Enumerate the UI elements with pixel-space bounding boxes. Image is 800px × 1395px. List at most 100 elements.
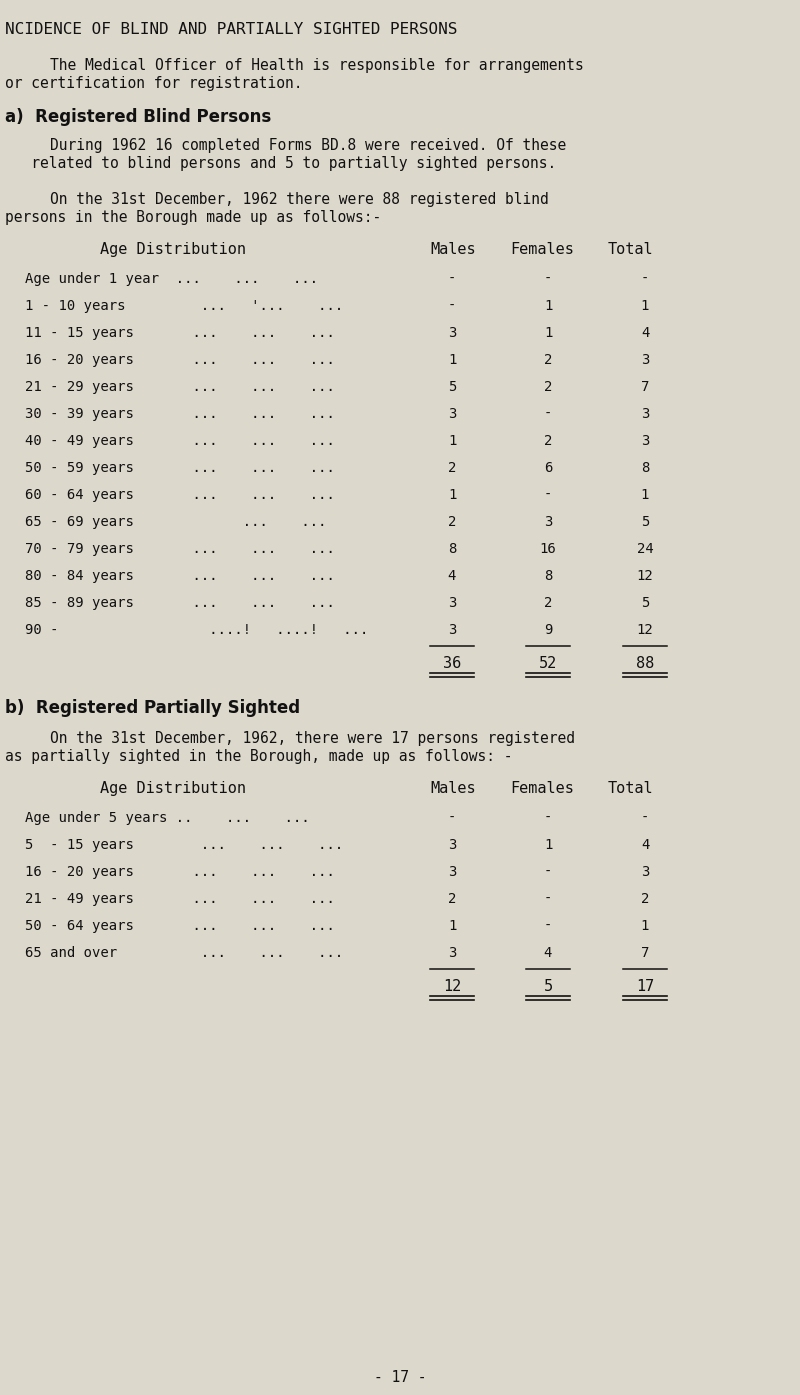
Text: Males: Males (430, 241, 476, 257)
Text: Total: Total (608, 241, 654, 257)
Text: 1: 1 (641, 299, 649, 312)
Text: 5: 5 (641, 596, 649, 610)
Text: Total: Total (608, 781, 654, 797)
Text: Females: Females (510, 781, 574, 797)
Text: 30 - 39 years       ...    ...    ...: 30 - 39 years ... ... ... (25, 407, 335, 421)
Text: 12: 12 (637, 624, 654, 638)
Text: 3: 3 (448, 407, 456, 421)
Text: Age Distribution: Age Distribution (100, 781, 246, 797)
Text: 16 - 20 years       ...    ...    ...: 16 - 20 years ... ... ... (25, 353, 335, 367)
Text: 65 and over          ...    ...    ...: 65 and over ... ... ... (25, 946, 343, 960)
Text: 3: 3 (641, 434, 649, 448)
Text: 2: 2 (544, 596, 552, 610)
Text: 1: 1 (544, 299, 552, 312)
Text: -: - (544, 407, 552, 421)
Text: 16 - 20 years       ...    ...    ...: 16 - 20 years ... ... ... (25, 865, 335, 879)
Text: -: - (544, 891, 552, 905)
Text: 2: 2 (641, 891, 649, 905)
Text: 2: 2 (544, 434, 552, 448)
Text: 3: 3 (448, 946, 456, 960)
Text: 21 - 29 years       ...    ...    ...: 21 - 29 years ... ... ... (25, 379, 335, 393)
Text: 4: 4 (448, 569, 456, 583)
Text: 1: 1 (448, 434, 456, 448)
Text: 3: 3 (448, 596, 456, 610)
Text: 7: 7 (641, 379, 649, 393)
Text: 11 - 15 years       ...    ...    ...: 11 - 15 years ... ... ... (25, 326, 335, 340)
Text: 3: 3 (448, 865, 456, 879)
Text: -: - (544, 865, 552, 879)
Text: 36: 36 (443, 656, 461, 671)
Text: 3: 3 (641, 865, 649, 879)
Text: 17: 17 (636, 979, 654, 995)
Text: or certification for registration.: or certification for registration. (5, 75, 302, 91)
Text: 1: 1 (641, 919, 649, 933)
Text: 5: 5 (543, 979, 553, 995)
Text: During 1962 16 completed Forms BD.8 were received. Of these: During 1962 16 completed Forms BD.8 were… (50, 138, 566, 153)
Text: 1: 1 (641, 488, 649, 502)
Text: On the 31st December, 1962 there were 88 registered blind: On the 31st December, 1962 there were 88… (50, 193, 549, 206)
Text: 60 - 64 years       ...    ...    ...: 60 - 64 years ... ... ... (25, 488, 335, 502)
Text: 50 - 59 years       ...    ...    ...: 50 - 59 years ... ... ... (25, 460, 335, 476)
Text: 3: 3 (544, 515, 552, 529)
Text: 1: 1 (448, 488, 456, 502)
Text: -: - (641, 810, 649, 824)
Text: -: - (641, 272, 649, 286)
Text: NCIDENCE OF BLIND AND PARTIALLY SIGHTED PERSONS: NCIDENCE OF BLIND AND PARTIALLY SIGHTED … (5, 22, 458, 38)
Text: Females: Females (510, 241, 574, 257)
Text: -: - (448, 272, 456, 286)
Text: 40 - 49 years       ...    ...    ...: 40 - 49 years ... ... ... (25, 434, 335, 448)
Text: 4: 4 (641, 838, 649, 852)
Text: 3: 3 (448, 838, 456, 852)
Text: related to blind persons and 5 to partially sighted persons.: related to blind persons and 5 to partia… (5, 156, 556, 172)
Text: 6: 6 (544, 460, 552, 476)
Text: 7: 7 (641, 946, 649, 960)
Text: 2: 2 (448, 515, 456, 529)
Text: 5: 5 (641, 515, 649, 529)
Text: The Medical Officer of Health is responsible for arrangements: The Medical Officer of Health is respons… (50, 59, 584, 73)
Text: 21 - 49 years       ...    ...    ...: 21 - 49 years ... ... ... (25, 891, 335, 905)
Text: 5: 5 (448, 379, 456, 393)
Text: 1 - 10 years         ...   '...    ...: 1 - 10 years ... '... ... (25, 299, 343, 312)
Text: 4: 4 (641, 326, 649, 340)
Text: as partially sighted in the Borough, made up as follows: -: as partially sighted in the Borough, mad… (5, 749, 513, 764)
Text: 1: 1 (448, 919, 456, 933)
Text: 2: 2 (448, 460, 456, 476)
Text: 24: 24 (637, 543, 654, 557)
Text: 1: 1 (544, 326, 552, 340)
Text: 8: 8 (641, 460, 649, 476)
Text: 88: 88 (636, 656, 654, 671)
Text: 52: 52 (539, 656, 557, 671)
Text: - 17 -: - 17 - (374, 1370, 426, 1385)
Text: Age under 1 year  ...    ...    ...: Age under 1 year ... ... ... (25, 272, 318, 286)
Text: 4: 4 (544, 946, 552, 960)
Text: 50 - 64 years       ...    ...    ...: 50 - 64 years ... ... ... (25, 919, 335, 933)
Text: Age Distribution: Age Distribution (100, 241, 246, 257)
Text: b)  Registered Partially Sighted: b) Registered Partially Sighted (5, 699, 300, 717)
Text: 5  - 15 years        ...    ...    ...: 5 - 15 years ... ... ... (25, 838, 343, 852)
Text: 70 - 79 years       ...    ...    ...: 70 - 79 years ... ... ... (25, 543, 335, 557)
Text: 2: 2 (544, 379, 552, 393)
Text: 1: 1 (544, 838, 552, 852)
Text: 3: 3 (448, 326, 456, 340)
Text: 85 - 89 years       ...    ...    ...: 85 - 89 years ... ... ... (25, 596, 335, 610)
Text: a)  Registered Blind Persons: a) Registered Blind Persons (5, 107, 271, 126)
Text: 12: 12 (637, 569, 654, 583)
Text: 12: 12 (443, 979, 461, 995)
Text: persons in the Borough made up as follows:-: persons in the Borough made up as follow… (5, 211, 382, 225)
Text: Age under 5 years ..    ...    ...: Age under 5 years .. ... ... (25, 810, 310, 824)
Text: 2: 2 (544, 353, 552, 367)
Text: 8: 8 (448, 543, 456, 557)
Text: Males: Males (430, 781, 476, 797)
Text: On the 31st December, 1962, there were 17 persons registered: On the 31st December, 1962, there were 1… (50, 731, 575, 746)
Text: -: - (448, 299, 456, 312)
Text: -: - (544, 919, 552, 933)
Text: 3: 3 (641, 407, 649, 421)
Text: 3: 3 (448, 624, 456, 638)
Text: 65 - 69 years             ...    ...: 65 - 69 years ... ... (25, 515, 326, 529)
Text: 9: 9 (544, 624, 552, 638)
Text: 16: 16 (540, 543, 556, 557)
Text: -: - (544, 488, 552, 502)
Text: 2: 2 (448, 891, 456, 905)
Text: -: - (544, 810, 552, 824)
Text: 1: 1 (448, 353, 456, 367)
